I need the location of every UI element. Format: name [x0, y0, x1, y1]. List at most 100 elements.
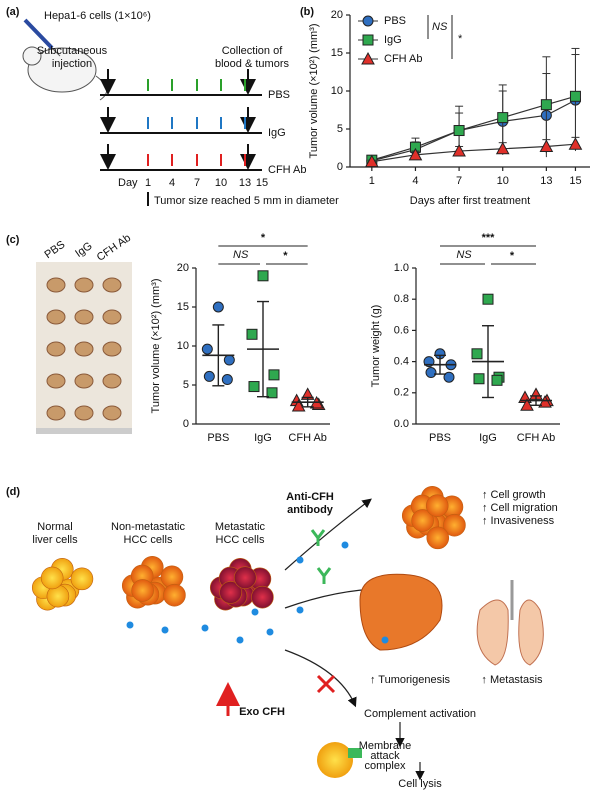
- y-tick-label: 15: [177, 301, 189, 313]
- y-tick-label: 0: [337, 161, 343, 173]
- x-tick-label: PBS: [207, 432, 229, 444]
- mechanism-label: ↑ Metastasis: [481, 674, 543, 686]
- marker: [268, 369, 280, 381]
- marker: [495, 141, 510, 155]
- cell: [443, 513, 466, 537]
- collection-label: blood & tumors: [215, 58, 289, 70]
- tumor: [102, 405, 122, 421]
- marker: [538, 395, 552, 408]
- y-tick-label: 0.4: [394, 356, 409, 368]
- mechanism-label: HCC cells: [216, 534, 265, 546]
- tumor: [102, 373, 122, 389]
- day-number: 4: [169, 177, 175, 189]
- mechanism-diagram: [216, 498, 544, 781]
- day-number: 1: [145, 177, 151, 189]
- legend-label: PBS: [384, 15, 406, 27]
- marker: [203, 370, 215, 382]
- mechanism-label: Metastatic: [215, 521, 266, 533]
- annotation: *: [283, 250, 288, 262]
- exo-cfh: [236, 636, 244, 644]
- mechanism-label: Cell lysis: [398, 778, 442, 790]
- annotation: *: [261, 232, 266, 244]
- y-tick-label: 20: [177, 262, 189, 274]
- marker: [497, 112, 509, 124]
- tumor: [102, 277, 122, 293]
- marker: [201, 343, 213, 355]
- marker: [408, 147, 423, 161]
- marker: [453, 125, 465, 137]
- marker: [473, 373, 485, 385]
- group-label: IgG: [268, 127, 286, 139]
- x-tick-label: IgG: [254, 432, 272, 444]
- annotation: NS: [432, 21, 448, 33]
- y-tick-label: 0.2: [394, 387, 409, 399]
- injection-label: injection: [52, 58, 92, 70]
- mechanism-label: ↑ Invasiveness: [482, 515, 555, 527]
- mechanism-label: liver cells: [32, 534, 78, 546]
- x-tick-label: 7: [456, 175, 462, 187]
- y-tick-label: 10: [331, 85, 343, 97]
- marker: [568, 137, 583, 150]
- x-tick-label: 13: [540, 175, 552, 187]
- cell: [251, 585, 274, 609]
- mechanism-label: ↑ Tumorigenesis: [370, 674, 451, 686]
- marker: [362, 34, 374, 46]
- marker: [364, 154, 379, 168]
- mechanism-label: HCC cells: [124, 534, 173, 546]
- y-tick-label: 15: [331, 47, 343, 59]
- y-tick-label: 0.8: [394, 293, 409, 305]
- y-tick-label: 0: [183, 418, 189, 430]
- y-tick-label: 20: [331, 9, 343, 21]
- mechanism-label: attack: [370, 750, 400, 762]
- mechanism-label: ↑ Cell migration: [482, 502, 558, 514]
- legend-label: IgG: [384, 34, 402, 46]
- day-number: 10: [215, 177, 227, 189]
- exo-cfh: [296, 606, 304, 614]
- mechanism-label: Normal: [37, 521, 72, 533]
- marker: [257, 270, 269, 282]
- exo-cfh: [201, 624, 209, 632]
- marker: [246, 328, 258, 340]
- exo-cfh: [161, 626, 169, 634]
- marker: [569, 90, 581, 102]
- cells-label: Hepa1-6 cells (1×10⁶): [44, 10, 151, 22]
- marker: [471, 348, 483, 360]
- mouse-illustration: [22, 18, 107, 101]
- x-tick-label: 4: [412, 175, 418, 187]
- day-number: 7: [194, 177, 200, 189]
- y-tick-label: 5: [337, 123, 343, 135]
- cell: [40, 566, 64, 590]
- marker: [266, 387, 278, 399]
- exo-cfh: [126, 621, 134, 629]
- mechanism-label: Non-metastatic: [111, 521, 185, 533]
- exo-cfh: [341, 541, 349, 549]
- day-number: 15: [256, 177, 268, 189]
- photo-label: PBS: [42, 239, 67, 261]
- x-tick-label: 15: [569, 175, 581, 187]
- x-tick-label: CFH Ab: [288, 432, 327, 444]
- y-tick-label: 0.0: [394, 418, 409, 430]
- x-tick-label: IgG: [479, 432, 497, 444]
- annotation: NS: [233, 249, 249, 261]
- day-label: Day: [118, 177, 138, 189]
- mechanism-label: Membrane: [359, 740, 412, 752]
- x-tick-label: 1: [369, 175, 375, 187]
- tumor: [74, 277, 94, 293]
- tumor: [102, 309, 122, 325]
- y-tick-label: 0.6: [394, 324, 409, 336]
- marker: [452, 143, 466, 157]
- marker: [362, 15, 374, 27]
- y-axis-label: Tumor weight (g): [370, 305, 382, 388]
- tumor: [46, 405, 66, 421]
- y-axis-label: Tumor volume (×10²) (mm³): [308, 24, 320, 159]
- panel-label: (d): [6, 486, 20, 498]
- cell: [425, 494, 449, 517]
- x-axis-label: Days after first treatment: [410, 195, 530, 207]
- y-axis-label: Tumor volume (×10²) (mm³): [150, 279, 162, 414]
- marker: [491, 374, 503, 386]
- tumor: [74, 405, 94, 421]
- mechanism-label: ↑ Cell growth: [482, 489, 546, 501]
- group-label: CFH Ab: [268, 164, 307, 176]
- marker: [361, 51, 375, 65]
- y-tick-label: 10: [177, 340, 189, 352]
